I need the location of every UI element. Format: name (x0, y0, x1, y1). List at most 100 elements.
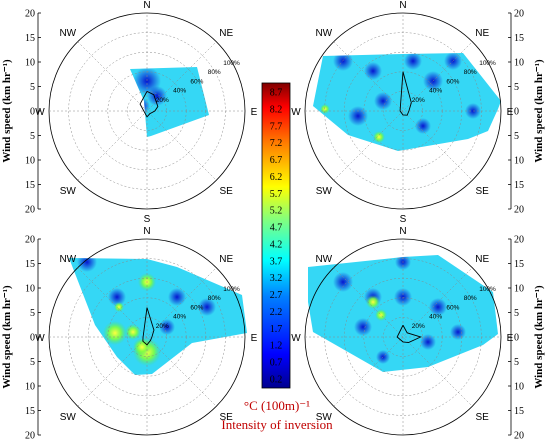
heatmap-blob (108, 288, 126, 306)
frequency-ring-label: 60% (446, 304, 459, 311)
y-tick-label: 15 (514, 180, 524, 191)
colorbar-tick-label: 1.7 (270, 324, 283, 335)
colorbar-tick-label: 0.7 (270, 358, 283, 369)
frequency-ring-label: 40% (173, 314, 186, 321)
heatmap-blob (364, 62, 382, 80)
heatmap-blob (450, 324, 466, 340)
colorbar-tick-label: 8.7 (270, 88, 283, 99)
frequency-ring-label: 40% (173, 88, 186, 95)
heatmap-hotspot (103, 321, 127, 345)
colorbar-tick-label: 8.2 (270, 104, 283, 115)
y-tick-label: 20 (25, 235, 35, 246)
colorbar-title: Intensity of inversion (221, 417, 333, 432)
direction-label-sw: SW (60, 412, 77, 423)
y-axis: 20 15 10 5 0 5 10 15 20 Wind speed (km hr⁻¹) (1, 9, 41, 216)
direction-label-ne: NE (219, 28, 233, 39)
direction-label-ne: NE (219, 254, 233, 265)
frequency-ring-label: 40% (429, 314, 442, 321)
y-tick-label: 10 (514, 58, 524, 69)
direction-label-e: E (251, 107, 258, 118)
heatmap-blob (333, 272, 353, 292)
direction-label-w: W (291, 107, 301, 118)
colorbar-gradient (261, 82, 291, 389)
heatmap-hotspot (114, 302, 124, 312)
y-tick-label: 15 (514, 259, 524, 270)
direction-label-e: E (251, 333, 258, 344)
frequency-ring-label: 80% (208, 69, 221, 76)
y-tick-label: 10 (514, 382, 524, 393)
heatmap-blob (374, 92, 392, 110)
colorbar-tick-label: 3.2 (270, 273, 283, 284)
y-tick-label: 5 (30, 82, 35, 93)
y-tick-label: 15 (25, 259, 35, 270)
y-tick-label: 5 (514, 82, 519, 93)
y-tick-label: 20 (514, 431, 524, 441)
direction-label-se: SE (476, 412, 490, 423)
direction-label-w: W (291, 333, 301, 344)
y-tick-label: 20 (25, 205, 35, 216)
y-tick-label: 15 (25, 33, 35, 44)
y-tick-label: 20 (514, 235, 524, 246)
wind-rose-line (399, 71, 412, 116)
frequency-ring-label: 40% (429, 88, 442, 95)
frequency-ring-label: 80% (208, 295, 221, 302)
heatmap-hotspot (375, 309, 387, 321)
direction-label-nw: NW (59, 254, 76, 265)
heatmap-blob (198, 298, 216, 316)
direction-label-e: E (507, 333, 514, 344)
colorbar-unit-label: °C (100m)⁻¹ (244, 398, 310, 413)
y-tick-label: 5 (514, 131, 519, 142)
y-tick-label: 5 (514, 308, 519, 319)
y-axis: 20 15 10 5 0 5 10 15 20 Wind speed (km hr⁻¹) (1, 235, 41, 441)
y-tick-label: 20 (514, 9, 524, 20)
heatmap-hotspot (373, 131, 385, 143)
y-tick-label: 20 (514, 205, 524, 216)
panel-top-left: N NE E SE S SW W NW 20% 40% 60% 80%100% 20 15 10 5 0 5 10 1… (1, 0, 258, 225)
y-axis-label: Wind speed (km hr⁻¹) (533, 285, 545, 389)
direction-label-sw: SW (316, 412, 333, 423)
y-axis-label: Wind speed (km hr⁻¹) (533, 59, 545, 163)
y-tick-label: 0 (514, 107, 519, 118)
y-tick-label: 0 (514, 333, 519, 344)
colorbar-tick-label: 1.2 (270, 341, 283, 352)
heatmap-blob (420, 334, 436, 350)
direction-label-s: S (400, 214, 407, 225)
colorbar-tick-label: 3.7 (270, 256, 283, 267)
y-tick-label: 5 (30, 357, 35, 368)
heatmap-blob (415, 118, 431, 134)
y-tick-label: 15 (25, 406, 35, 417)
direction-label-n: N (143, 0, 150, 11)
heatmap-blob (168, 288, 186, 306)
y-tick-label: 15 (25, 180, 35, 191)
direction-label-se: SE (476, 186, 490, 197)
y-axis-label: Wind speed (km hr⁻¹) (1, 285, 13, 389)
y-tick-label: 15 (514, 406, 524, 417)
heatmap-hotspot (320, 104, 330, 114)
frequency-ring-label: 20% (156, 323, 169, 330)
direction-label-e: E (507, 107, 514, 118)
colorbar-tick-label: 6.2 (270, 172, 283, 183)
heatmap-hotspot (125, 324, 141, 340)
frequency-ring-label: 20% (412, 323, 425, 330)
heatmap-region (69, 258, 247, 375)
colorbar-tick-label: 2.7 (270, 290, 283, 301)
direction-label-nw: NW (315, 28, 332, 39)
direction-label-n: N (399, 226, 406, 237)
frequency-ring-label: 100% (223, 60, 240, 67)
direction-label-se: SE (220, 412, 234, 423)
colorbar: 8.7 8.2 7.7 7.2 6.7 6.2 5.7 5.2 4.7 4.2 3.7 3.2 2.7 2… (221, 82, 333, 432)
direction-label-s: S (144, 214, 151, 225)
heatmap-blob (333, 53, 353, 71)
direction-label-n: N (399, 0, 406, 11)
direction-label-n: N (143, 226, 150, 237)
colorbar-tick-label: 7.2 (270, 138, 283, 149)
spoke-line (333, 41, 473, 181)
y-tick-label: 20 (25, 9, 35, 20)
y-tick-label: 10 (25, 284, 35, 295)
frequency-ring-label: 80% (464, 295, 477, 302)
y-tick-label: 10 (514, 284, 524, 295)
spoke-line (77, 41, 217, 181)
heatmap-hotspot (133, 338, 151, 356)
colorbar-tick-label: 5.2 (270, 206, 283, 217)
frequency-ring-label: 100% (223, 286, 240, 293)
